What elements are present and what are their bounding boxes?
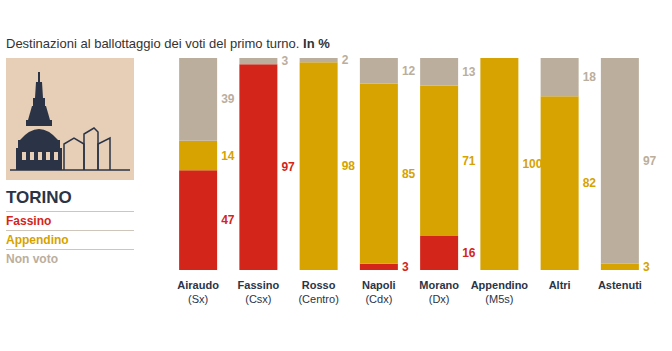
svg-text:71: 71 [462,154,476,168]
html-text:Fassino: Fassino [6,214,52,228]
svg-text:39: 39 [221,92,235,106]
svg-text:16: 16 [462,246,476,260]
svg-text:2: 2 [342,53,349,67]
svg-text:Napoli: Napoli [362,279,396,291]
html-text:Non voto: Non voto [6,252,58,266]
svg-text:85: 85 [402,167,416,181]
svg-text:Altri: Altri [549,279,571,291]
svg-text:12: 12 [402,64,416,78]
svg-text:14: 14 [221,149,235,163]
svg-text:98: 98 [342,159,356,173]
svg-text:3: 3 [643,260,650,274]
svg-text:3: 3 [402,260,409,274]
svg-text:Appendino: Appendino [471,279,529,291]
svg-text:100: 100 [522,157,542,171]
svg-text:(Centro): (Centro) [298,293,338,305]
svg-text:Fassino: Fassino [238,279,280,291]
svg-text:(Dx): (Dx) [429,293,450,305]
svg-text:(Sx): (Sx) [188,293,208,305]
html-text:Appendino: Appendino [6,233,69,247]
svg-text:97: 97 [643,154,657,168]
svg-text:82: 82 [583,176,597,190]
html-text:TORINO: TORINO [6,188,72,207]
svg-text:Airaudo: Airaudo [177,279,219,291]
svg-text:3: 3 [281,54,288,68]
html-text:Destinazioni al ballottaggio d: Destinazioni al ballottaggio dei voti de… [6,36,330,51]
svg-text:(M5s): (M5s) [485,293,513,305]
svg-text:97: 97 [281,160,295,174]
svg-text:(Csx): (Csx) [245,293,271,305]
svg-text:13: 13 [462,65,476,79]
svg-text:Astenuti: Astenuti [598,279,642,291]
svg-text:47: 47 [221,213,235,227]
svg-text:Morano: Morano [419,279,459,291]
svg-text:Rosso: Rosso [302,279,336,291]
svg-text:(Cdx): (Cdx) [365,293,392,305]
svg-text:18: 18 [583,70,597,84]
